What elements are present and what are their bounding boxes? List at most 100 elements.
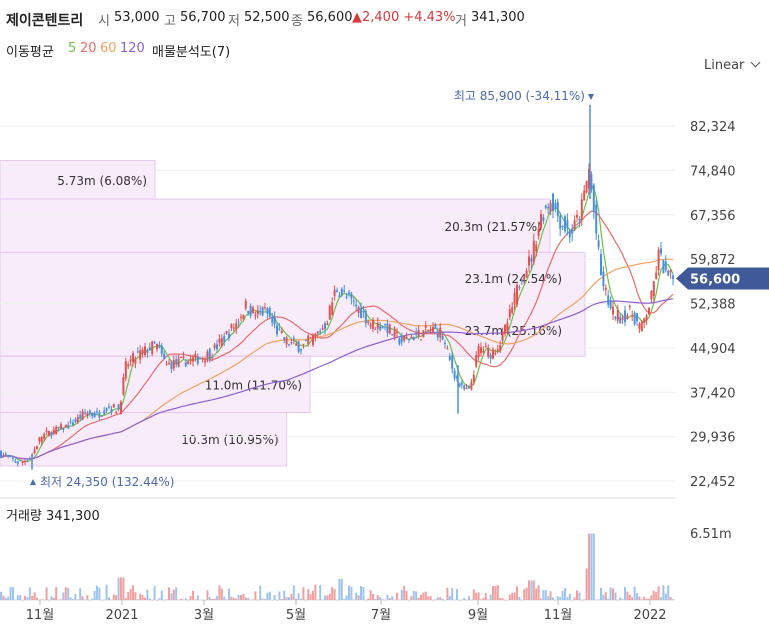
volume-bar — [439, 596, 442, 600]
candle-body — [7, 454, 10, 457]
volume-bar — [4, 597, 7, 600]
volume-bar — [532, 580, 535, 600]
volume-bar — [271, 599, 274, 601]
candle-body — [549, 203, 552, 211]
volume-bar — [345, 595, 348, 600]
candle-body — [105, 408, 108, 411]
candle-body — [362, 311, 365, 313]
candle-body — [360, 308, 362, 319]
volume-bar — [228, 588, 230, 600]
candle-body — [386, 323, 389, 333]
volume-bar — [412, 590, 415, 600]
ma20-label[interactable]: 20 — [80, 41, 97, 56]
volume-bar — [496, 585, 499, 600]
low-label: 저 — [228, 14, 240, 29]
moving-average-layer — [0, 184, 674, 463]
candle-body — [163, 353, 166, 360]
candle-body — [216, 344, 218, 350]
candle-body — [408, 338, 410, 340]
ma120-label[interactable]: 120 — [120, 41, 145, 56]
volume-bar — [36, 597, 38, 600]
candle-body — [100, 415, 103, 417]
volume-bar — [381, 599, 384, 600]
candle-body — [381, 326, 384, 329]
candle-body — [609, 300, 612, 309]
candle-body — [544, 205, 547, 208]
candle-body — [643, 318, 646, 324]
candle-body — [374, 328, 377, 330]
volume-bar — [96, 585, 98, 600]
candle-body — [667, 270, 670, 276]
candle-body — [520, 279, 523, 282]
ma5-label[interactable]: 5 — [68, 41, 77, 56]
candle-body — [261, 306, 264, 316]
candle-body — [489, 355, 492, 359]
open-value: 53,000 — [114, 10, 160, 25]
candle-body — [175, 359, 178, 364]
volume-bar — [489, 594, 492, 600]
scale-select[interactable]: Linear — [704, 57, 761, 73]
candle-body — [657, 249, 660, 271]
candle-body — [14, 461, 17, 463]
volume-bar — [621, 599, 624, 600]
volume-profile-bar — [0, 251, 586, 305]
candle-body — [364, 311, 367, 324]
candle-body — [446, 348, 449, 350]
volume-bar — [628, 594, 631, 600]
candle-body — [367, 321, 370, 324]
x-tick-label: 2021 — [105, 608, 138, 623]
candle-body — [595, 204, 598, 234]
candle-body — [9, 455, 12, 457]
volume-bar — [432, 599, 434, 601]
volume-bar — [636, 593, 638, 600]
candle-body — [48, 430, 50, 436]
volume-profile-label: 23.1m (24.54%) — [465, 272, 562, 286]
volume-bar — [208, 597, 211, 600]
volume-bar — [297, 593, 300, 600]
candle-body — [523, 277, 526, 280]
candle-body — [388, 324, 391, 334]
candle-body — [669, 270, 672, 273]
volume-bar — [544, 590, 547, 600]
volume-bar — [165, 599, 168, 600]
candle-body — [189, 358, 192, 362]
volume-profile-label[interactable]: 매물분석도(7) — [152, 45, 231, 60]
candle-body — [487, 348, 490, 357]
volume-bar — [304, 599, 307, 601]
ma60-label[interactable]: 60 — [100, 41, 117, 56]
candle-body — [528, 256, 530, 266]
volume-bar — [463, 597, 466, 600]
candle-body — [525, 270, 528, 278]
volume-bar — [537, 585, 540, 600]
volume-bar — [21, 599, 24, 601]
volume-bar — [40, 599, 43, 600]
volume-bar — [43, 599, 46, 601]
candle-body — [184, 361, 187, 367]
volume-value: 341,300 — [471, 10, 525, 25]
candle-body — [93, 412, 96, 418]
volume-bar — [340, 579, 343, 600]
volume-bar — [451, 588, 454, 600]
volume-tick-label: 6.51m — [690, 527, 732, 542]
volume-bar — [547, 596, 550, 600]
candle-body — [576, 214, 578, 218]
candle-body — [655, 272, 658, 279]
volume-bar — [475, 592, 478, 600]
candle-body — [283, 337, 286, 340]
volume-bar — [168, 587, 170, 600]
volume-bar — [158, 598, 161, 600]
candle-body — [645, 315, 648, 321]
y-axis: 82,324 74,840 67,356 59,872 52,388 44,904 37,4… — [690, 120, 736, 542]
volume-bar — [427, 596, 430, 600]
candle-body — [465, 388, 468, 390]
candle-body — [348, 292, 350, 295]
volume-profile-bar — [0, 412, 288, 467]
candle-body — [182, 356, 185, 358]
volume-bar — [319, 585, 322, 600]
volume-bar — [612, 588, 614, 600]
candle-body — [285, 337, 288, 345]
volume-bar — [528, 580, 530, 600]
candle-body — [460, 382, 463, 385]
candle-body — [108, 406, 110, 408]
